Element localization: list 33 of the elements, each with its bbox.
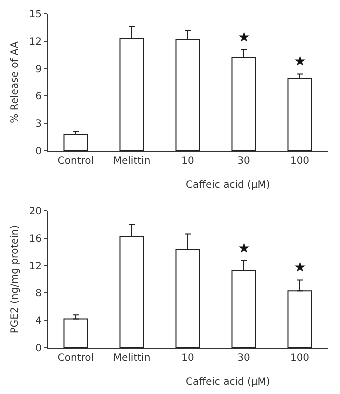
annotation: ★ [294, 54, 307, 70]
x-tick-label: Control [58, 156, 94, 167]
x-tick-label: 30 [238, 156, 250, 167]
y-axis-title: PGE2 (ng/mg protein) [10, 225, 21, 334]
y-tick-label: 15 [29, 10, 42, 20]
y-tick-label: 0 [36, 146, 42, 158]
y-tick-label: 20 [29, 206, 42, 218]
x-tick-label: Melittin [113, 156, 151, 167]
x-tick-label: Control [58, 353, 94, 364]
y-axis-title: % Release of AA [10, 41, 21, 124]
x-tick-label: Melittin [113, 353, 151, 364]
y-tick-label: 9 [36, 64, 42, 76]
y-tick-label: 12 [29, 261, 42, 272]
annotation: ★ [238, 30, 251, 46]
x-tick-label: 100 [290, 353, 310, 364]
bar [64, 134, 88, 151]
x-axis-title: Caffeic acid (μM) [186, 180, 270, 191]
y-tick-label: 3 [36, 119, 42, 130]
y-tick-label: 8 [36, 288, 42, 300]
annotation: ★ [238, 241, 251, 257]
y-tick-label: 0 [36, 344, 42, 354]
x-tick-label: 10 [182, 353, 194, 364]
x-axis-title: Caffeic acid (μM) [186, 377, 270, 388]
bar [288, 78, 312, 151]
x-tick-label: 30 [238, 353, 250, 364]
y-tick-label: 4 [36, 316, 42, 328]
annotation: ★ [294, 260, 307, 276]
x-tick-label: 10 [182, 156, 194, 167]
bar [64, 318, 88, 348]
y-tick-label: 6 [36, 92, 42, 103]
y-tick-label: 16 [29, 234, 42, 245]
x-tick-label: 100 [290, 156, 310, 167]
y-tick-label: 12 [29, 36, 42, 48]
